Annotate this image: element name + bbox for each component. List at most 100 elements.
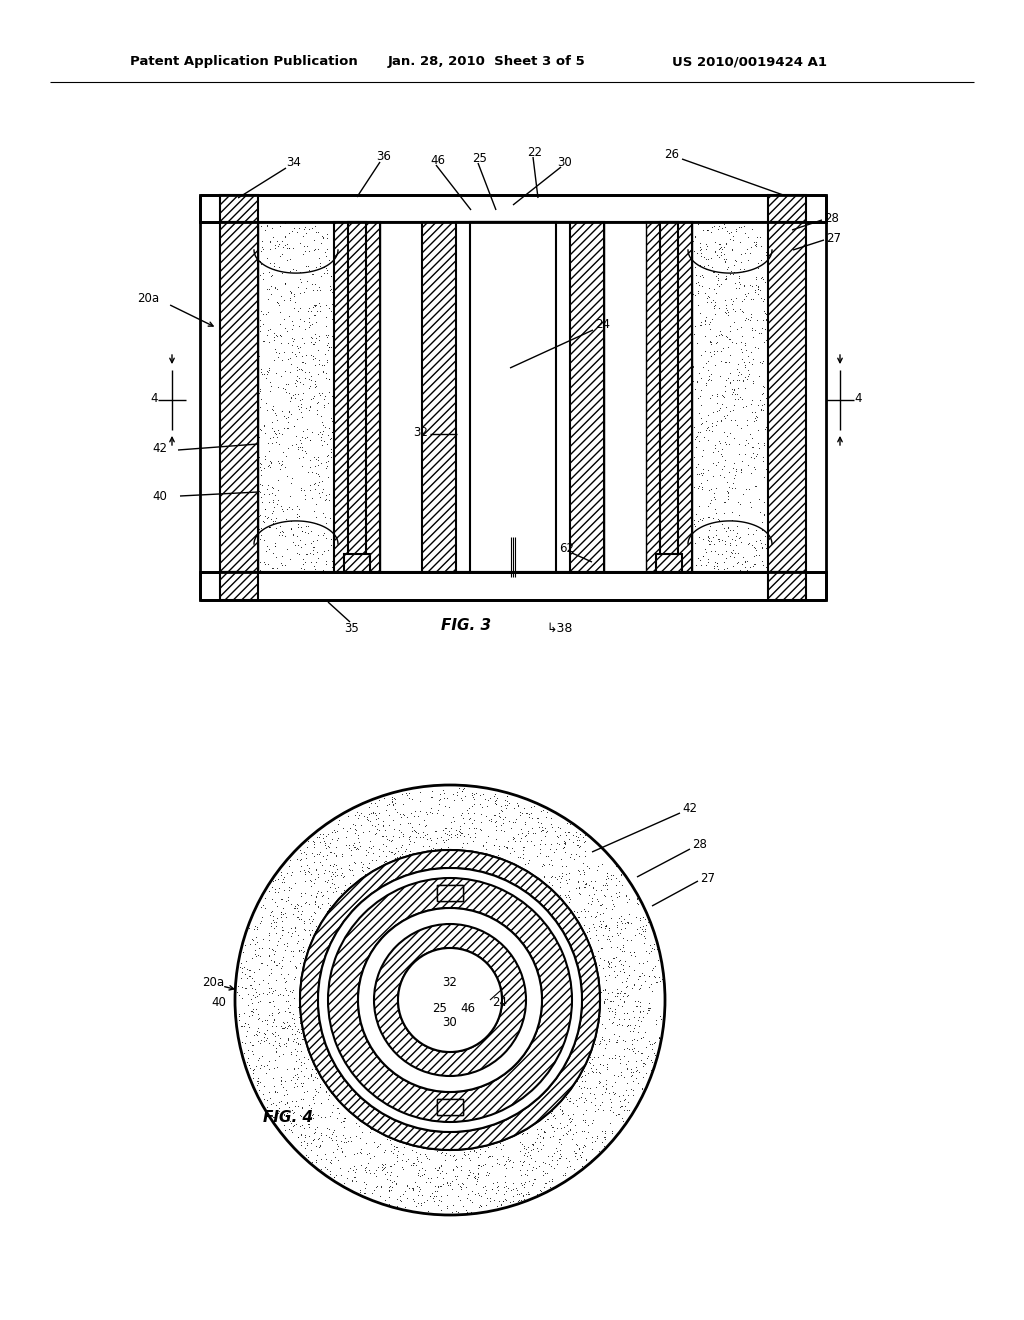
Point [268, 363, 285, 384]
Point [280, 412, 296, 433]
Point [317, 488, 334, 510]
Point [692, 238, 709, 259]
Point [577, 841, 593, 862]
Point [303, 462, 319, 483]
Point [361, 1117, 378, 1138]
Point [329, 858, 345, 879]
Point [293, 479, 309, 500]
Point [233, 1031, 250, 1052]
Point [621, 1015, 637, 1036]
Point [719, 259, 735, 280]
Point [620, 986, 636, 1007]
Point [306, 215, 323, 236]
Point [707, 533, 723, 554]
Point [500, 1146, 516, 1167]
Point [498, 797, 514, 818]
Point [459, 1201, 475, 1222]
Point [283, 403, 299, 424]
Point [275, 1012, 292, 1034]
Point [702, 490, 719, 511]
Point [268, 1057, 285, 1078]
Point [283, 925, 299, 946]
Point [713, 319, 729, 341]
Point [628, 1056, 644, 1077]
Point [617, 977, 634, 998]
Point [284, 499, 300, 520]
Point [466, 1167, 482, 1188]
Point [609, 1065, 626, 1086]
Point [689, 243, 706, 264]
Point [289, 907, 305, 928]
Point [261, 454, 278, 475]
Point [606, 948, 623, 969]
Point [385, 1142, 401, 1163]
Point [269, 869, 286, 890]
Point [595, 1044, 611, 1065]
Point [720, 256, 736, 277]
Point [262, 252, 279, 273]
Point [616, 1089, 633, 1110]
Point [268, 546, 285, 568]
Point [707, 437, 723, 458]
Point [558, 886, 574, 907]
Point [350, 808, 367, 829]
Point [636, 1053, 652, 1074]
Point [445, 1159, 462, 1180]
Point [288, 375, 304, 396]
Point [419, 829, 435, 850]
Point [257, 220, 273, 242]
Point [292, 261, 308, 282]
Point [449, 1200, 465, 1221]
Point [367, 816, 383, 837]
Point [536, 1151, 552, 1172]
Point [285, 903, 301, 924]
Point [361, 797, 378, 818]
Point [401, 783, 418, 804]
Point [315, 256, 332, 277]
Point [256, 1023, 272, 1044]
Point [489, 1171, 506, 1192]
Point [584, 1131, 600, 1152]
Point [487, 1183, 504, 1204]
Point [347, 1167, 364, 1188]
Point [689, 272, 706, 293]
Point [740, 359, 757, 380]
Point [487, 792, 504, 813]
Point [313, 224, 330, 246]
Point [699, 495, 716, 516]
Point [293, 1040, 309, 1061]
Point [260, 432, 276, 453]
Point [306, 474, 323, 495]
Point [279, 234, 295, 255]
Point [477, 1175, 494, 1196]
Point [582, 1052, 598, 1073]
Point [573, 900, 590, 921]
Point [692, 473, 709, 494]
Point [450, 826, 466, 847]
Point [266, 252, 283, 273]
Point [723, 409, 739, 430]
Point [280, 417, 296, 438]
Point [324, 1102, 340, 1123]
Point [515, 843, 531, 865]
Point [498, 1151, 514, 1172]
Point [337, 1127, 353, 1148]
Point [261, 359, 278, 380]
Point [743, 496, 760, 517]
Point [314, 886, 331, 907]
Point [517, 854, 534, 875]
Point [505, 829, 521, 850]
Point [342, 1126, 358, 1147]
Point [581, 917, 597, 939]
Point [594, 903, 610, 924]
Point [410, 1151, 426, 1172]
Point [711, 234, 727, 255]
Point [370, 1135, 386, 1156]
Point [325, 1094, 341, 1115]
Point [563, 843, 580, 865]
Point [532, 820, 549, 841]
Point [300, 378, 316, 399]
Point [328, 1126, 344, 1147]
Point [701, 318, 718, 339]
Point [753, 249, 769, 271]
